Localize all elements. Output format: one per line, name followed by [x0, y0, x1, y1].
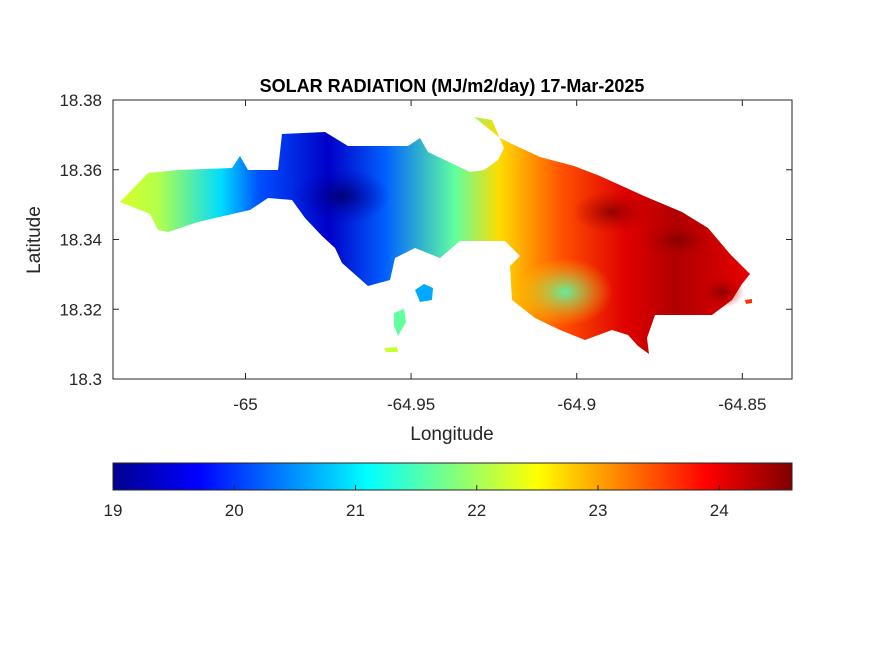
colorbar-ticks: 19 20 21 22 23 24	[104, 485, 729, 520]
y-tick-label: 18.36	[59, 161, 102, 180]
y-tick-label: 18.32	[59, 300, 102, 319]
small-island-east	[745, 299, 752, 304]
colorbar-tick-label: 20	[225, 501, 244, 520]
x-tick-label: -64.85	[718, 395, 766, 414]
colorbar: 19 20 21 22 23 24	[104, 462, 793, 520]
radiation-maximum-2	[638, 220, 718, 260]
radiation-minimum	[294, 168, 390, 224]
colorbar-tick-label: 22	[467, 501, 486, 520]
radiation-maximum-3	[700, 276, 744, 308]
radiation-maximum-1	[572, 190, 652, 234]
y-tick-label: 18.38	[59, 91, 102, 110]
x-tick-label: -65	[233, 395, 258, 414]
small-island-south	[394, 309, 406, 336]
x-axis: -65 -64.95 -64.9 -64.85	[233, 100, 766, 414]
y-axis: 18.38 18.36 18.34 18.32 18.3	[59, 91, 792, 389]
y-tick-label: 18.34	[59, 231, 102, 250]
cool-southern-lobe	[517, 258, 613, 326]
y-tick-label: 18.3	[69, 370, 102, 389]
chart-title: SOLAR RADIATION (MJ/m2/day) 17-Mar-2025	[260, 76, 645, 96]
heatmap-layer	[120, 117, 752, 354]
colorbar-tick-label: 21	[346, 501, 365, 520]
colorbar-tick-label: 24	[710, 501, 729, 520]
colorbar-tick-label: 19	[104, 501, 123, 520]
colorbar-gradient	[112, 462, 793, 491]
small-island-tip	[384, 347, 398, 352]
x-axis-label: Longitude	[410, 424, 493, 445]
colorbar-tick-label: 23	[589, 501, 608, 520]
x-tick-label: -64.9	[557, 395, 596, 414]
x-tick-label: -64.95	[387, 395, 435, 414]
small-island-west	[415, 284, 433, 302]
y-axis-label: Latitude	[24, 206, 45, 274]
